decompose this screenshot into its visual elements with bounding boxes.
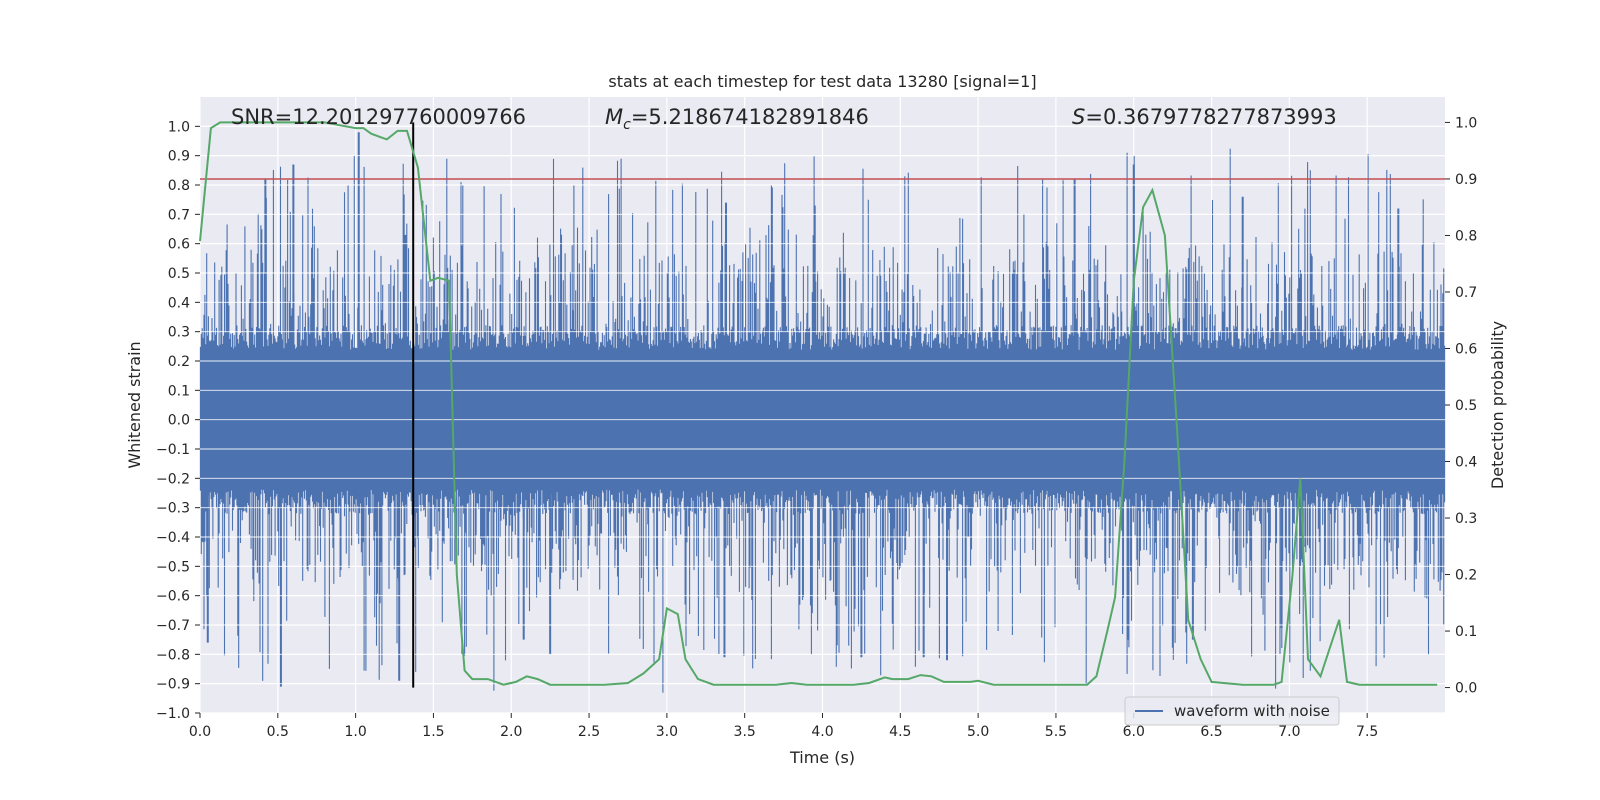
y-tick-label: 0.8 <box>168 178 190 194</box>
y2-axis-label: Detection probability <box>1488 321 1507 489</box>
y-tick-label: 0.7 <box>168 207 190 223</box>
y2-tick-label: 0.4 <box>1455 455 1477 471</box>
x-tick-label: 6.5 <box>1200 724 1222 740</box>
y-tick-label: −0.3 <box>156 501 190 517</box>
y2-tick-label: 1.0 <box>1455 115 1477 131</box>
y-tick-label: 0.6 <box>168 237 190 253</box>
chirp-mass-annotation: Mc=5.218674182891846 <box>605 105 869 133</box>
x-tick-label: 3.0 <box>656 724 678 740</box>
y2-tick-label: 0.6 <box>1455 341 1477 357</box>
x-tick-label: 6.0 <box>1123 724 1145 740</box>
x-tick-label: 2.0 <box>500 724 522 740</box>
y2-tick-label: 0.1 <box>1455 624 1477 640</box>
y2-tick-label: 0.3 <box>1455 511 1477 527</box>
x-axis-label: Time (s) <box>789 748 855 767</box>
y-tick-label: 0.9 <box>168 149 190 165</box>
legend-box <box>1124 696 1340 726</box>
y2-tick-label: 0.8 <box>1455 228 1477 244</box>
s-symbol: S <box>1072 105 1085 129</box>
y-tick-label: −1.0 <box>156 706 190 722</box>
chirp-mass-subscript: c <box>623 117 631 133</box>
y-tick-label: 0.3 <box>168 325 190 341</box>
x-tick-label: 1.5 <box>422 724 444 740</box>
x-tick-label: 5.0 <box>967 724 989 740</box>
x-tick-label: 2.5 <box>578 724 600 740</box>
x-tick-label: 3.5 <box>734 724 756 740</box>
x-tick-label: 0.5 <box>267 724 289 740</box>
y-tick-label: −0.1 <box>156 442 190 458</box>
waveform-series <box>199 125 1446 714</box>
detection-probability-line <box>199 121 1438 686</box>
y2-tick-label: 0.0 <box>1455 681 1477 697</box>
y-tick-label: 0.1 <box>168 383 190 399</box>
overlays <box>199 121 1445 688</box>
y2-tick-label: 0.2 <box>1455 568 1477 584</box>
x-axis: 0.0 0.5 1.0 1.5 2.0 2.5 3.0 3.5 4.0 4.5 5.0 5.5 6.0 6… <box>189 713 1378 740</box>
y-tick-label: −0.8 <box>156 647 190 663</box>
s-annotation: S=0.3679778277873993 <box>1072 105 1337 129</box>
y-tick-label: 0.2 <box>168 354 190 370</box>
x-tick-label: 5.5 <box>1045 724 1067 740</box>
x-tick-label: 1.0 <box>344 724 366 740</box>
y-axis-label: Whitened strain <box>125 341 144 468</box>
chart-title: stats at each timestep for test data 132… <box>608 72 1036 91</box>
y-tick-label: −0.9 <box>156 677 190 693</box>
chirp-mass-symbol: M <box>605 105 623 129</box>
y-tick-label: 1.0 <box>168 119 190 135</box>
x-tick-label: 0.0 <box>189 724 211 740</box>
chirp-mass-value: =5.218674182891846 <box>631 105 869 129</box>
y-axis-right: 0.0 0.1 0.2 0.3 0.4 0.5 0.6 0.7 0.8 0.9 1.0 <box>1445 115 1477 697</box>
y2-tick-label: 0.7 <box>1455 285 1477 301</box>
x-tick-label: 4.5 <box>889 724 911 740</box>
snr-annotation: SNR=12.201297760009766 <box>231 105 526 129</box>
x-tick-label: 4.0 <box>811 724 833 740</box>
y-tick-label: −0.2 <box>156 471 190 487</box>
y-tick-label: −0.7 <box>156 618 190 634</box>
y-tick-label: −0.4 <box>156 530 190 546</box>
s-value: =0.3679778277873993 <box>1085 105 1336 129</box>
y-tick-label: −0.5 <box>156 559 190 575</box>
legend-label-waveform: waveform with noise <box>1174 702 1330 720</box>
x-tick-label: 7.0 <box>1278 724 1300 740</box>
y-tick-label: 0.0 <box>168 413 190 429</box>
y2-tick-label: 0.5 <box>1455 398 1477 414</box>
y2-tick-label: 0.9 <box>1455 172 1477 188</box>
y-tick-label: 0.4 <box>168 295 190 311</box>
y-axis-left: −1.0 −0.9 −0.8 −0.7 −0.6 −0.5 −0.4 −0.3 −0.2 −0.1… <box>156 119 200 722</box>
y-tick-label: −0.6 <box>156 589 190 605</box>
y-tick-label: 0.5 <box>168 266 190 282</box>
legend: waveform with noise <box>1124 696 1340 726</box>
x-tick-label: 7.5 <box>1356 724 1378 740</box>
